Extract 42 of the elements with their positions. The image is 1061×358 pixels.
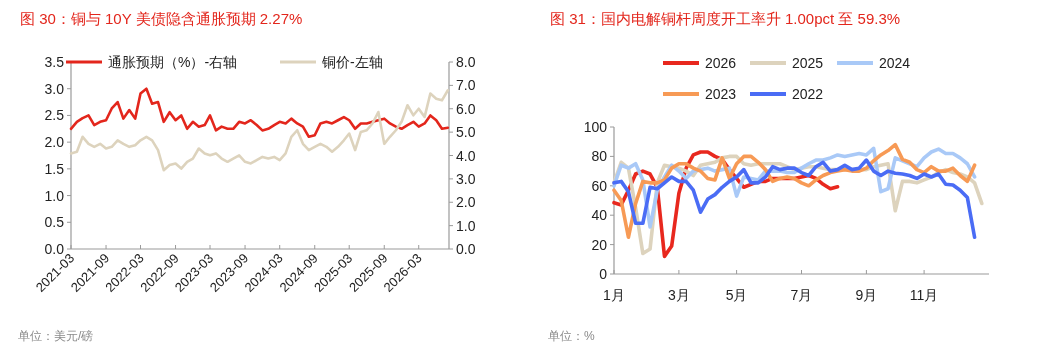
y2-tick-label: 0.0 [456,241,476,257]
legend-label: 铜价-左轴 [321,54,383,70]
x-tick-label: 3月 [668,287,690,303]
y-tick-label: 0.0 [44,241,65,257]
text: 单位：% [548,329,595,343]
legend-label: 2026 [705,55,737,71]
y-tick-label: 3.5 [44,54,65,70]
y2-tick-label: 8.0 [456,54,476,70]
chart-title: 图 31：国内电解铜杆周度开工率升 1.00pct 至 59.3% [550,10,901,27]
y2-tick-label: 6.0 [456,100,476,117]
y-tick-label: 60 [591,177,608,194]
legend-label: 2022 [792,86,824,102]
y-tick-label: 40 [591,207,608,224]
legend-label: 通胀预期（%）-右轴 [108,54,238,70]
x-tick-label: 1月 [603,287,625,303]
x-tick-label: 11月 [909,287,939,303]
legend-铜价-左轴: 铜价-左轴 [280,54,383,70]
text: 单位：美元/磅 [18,329,94,343]
y-tick-label: 2.0 [44,134,65,151]
y-tick-label: 80 [591,148,608,165]
y-tick-label: 1.0 [44,187,65,204]
y2-tick-label: 5.0 [456,124,476,141]
y2-tick-label: 1.0 [456,217,476,234]
y-tick-label: 0.5 [44,214,65,231]
x-tick-label: 9月 [855,287,878,303]
x-tick-label: 5月 [725,287,748,303]
legend-label: 2024 [879,55,911,71]
y2-tick-label: 3.0 [456,170,476,187]
y-tick-label: 0 [599,266,608,282]
legend-label: 2023 [705,86,737,102]
y-tick-label: 2.5 [44,107,65,124]
y-tick-label: 1.5 [44,160,65,177]
chart-title: 图 30：铜与 10Y 美债隐含通胀预期 2.27% [20,10,303,27]
x-tick-label: 7月 [790,287,813,303]
legend-label: 2025 [792,55,824,71]
y2-tick-label: 7.0 [456,77,476,94]
legend-通胀预期（%）-右轴: 通胀预期（%）-右轴 [66,54,238,70]
y-tick-label: 3.0 [44,80,65,97]
y2-tick-label: 4.0 [456,147,476,164]
y-tick-label: 100 [583,119,608,135]
y-tick-label: 20 [591,236,608,253]
y2-tick-label: 2.0 [456,194,476,211]
